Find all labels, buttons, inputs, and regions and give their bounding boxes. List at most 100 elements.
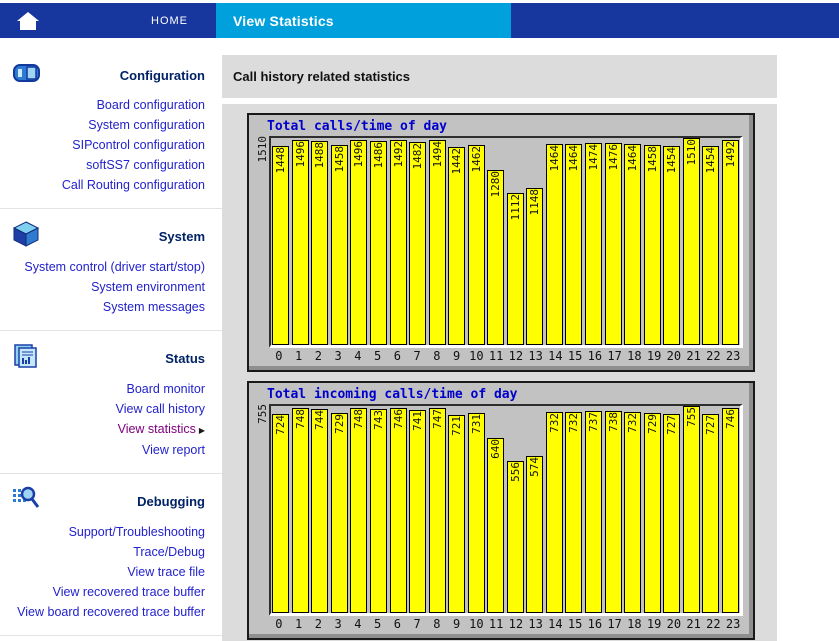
bar-value-label: 640 xyxy=(489,439,503,459)
sidebar-divider xyxy=(0,635,222,636)
sidebar-item-trace-debug[interactable]: Trace/Debug xyxy=(133,545,205,559)
y-axis-max-label: 755 xyxy=(255,404,269,424)
x-tick-label: 22 xyxy=(706,617,721,631)
sidebar-item-system-environment[interactable]: System environment xyxy=(91,280,205,294)
sidebar-links: Support/Troubleshooting Trace/Debug View t… xyxy=(12,522,205,622)
charts-area: Total calls/time of day 1510 1448 1496 1488 1… xyxy=(222,104,777,641)
tab-view-statistics[interactable]: View Statistics xyxy=(216,3,511,38)
bar-value-label: 1464 xyxy=(567,145,581,172)
bar-value-label: 744 xyxy=(313,410,327,430)
list-item: Support/Troubleshooting xyxy=(12,522,205,542)
bar-slot: 1462 xyxy=(466,138,486,345)
home-tab-label[interactable]: HOME xyxy=(151,14,188,27)
sidebar-item-view-statistics[interactable]: View statistics xyxy=(117,422,196,436)
x-tick-label: 13 xyxy=(528,617,543,631)
sidebar-item-support-troubleshooting[interactable]: Support/Troubleshooting xyxy=(68,525,205,539)
bar-slot: 1112 xyxy=(506,138,526,345)
sidebar-item-view-call-history[interactable]: View call history xyxy=(115,402,205,416)
sidebar-item-view-board-recovered-trace-buffer[interactable]: View board recovered trace buffer xyxy=(17,605,205,619)
sidebar-item-softss7-configuration[interactable]: softSS7 configuration xyxy=(86,158,205,172)
list-item: System control (driver start/stop) xyxy=(12,257,205,277)
bar-slot: 1510 xyxy=(681,138,701,345)
bar-slot: 1496 xyxy=(291,138,311,345)
bar-value-label: 727 xyxy=(665,415,679,435)
x-tick-label: 19 xyxy=(646,349,662,363)
plot-wrap: 755 724 748 744 729 748 743 746 741 747 721 731 640 5… xyxy=(255,404,743,616)
x-tick-label: 9 xyxy=(453,349,461,363)
bar-value-label: 1462 xyxy=(469,146,483,173)
bar-value-label: 1280 xyxy=(489,171,503,198)
sidebar-section-system: System System control (driver start/stop)… xyxy=(0,215,222,323)
bar-value-label: 1148 xyxy=(528,189,542,216)
bar-slot: 1454 xyxy=(662,138,682,345)
list-item: Board configuration xyxy=(12,95,205,115)
page-title: Call history related statistics xyxy=(233,69,411,84)
bar-slot: 743 xyxy=(369,406,389,613)
x-tick-label: 8 xyxy=(433,617,441,631)
bar-value-label: 738 xyxy=(606,412,620,432)
cube-icon xyxy=(12,221,40,252)
x-tick-label: 10 xyxy=(469,617,484,631)
x-axis: 0 1 2 3 4 5 6 7 8 9 10 11 12 13 14 15 16 17 18 19 20 21 22 23 xyxy=(269,616,743,632)
bar-slot: 746 xyxy=(721,406,741,613)
x-tick-label: 6 xyxy=(393,349,401,363)
sidebar-item-sipcontrol-configuration[interactable]: SIPcontrol configuration xyxy=(72,138,205,152)
x-tick-label: 19 xyxy=(646,617,662,631)
bar-value-label: 1454 xyxy=(704,147,718,174)
bar-value-label: 721 xyxy=(450,416,464,436)
bar-value-label: 1510 xyxy=(684,139,698,166)
x-tick-label: 16 xyxy=(587,349,603,363)
bar-hour-1: 1496 xyxy=(291,140,309,345)
bar-value-label: 1492 xyxy=(723,141,737,168)
x-tick-label: 6 xyxy=(393,617,401,631)
bar-value-label: 729 xyxy=(645,414,659,434)
bar-value-label: 731 xyxy=(469,414,483,434)
x-tick-label: 21 xyxy=(686,617,701,631)
sidebar-item-board-configuration[interactable]: Board configuration xyxy=(96,98,205,112)
sidebar-item-system-control-driver-start-stop[interactable]: System control (driver start/stop) xyxy=(24,260,205,274)
bar-slot: 729 xyxy=(330,406,350,613)
bar-hour-19: 729 xyxy=(643,413,661,613)
list-item: View recovered trace buffer xyxy=(12,582,205,602)
bar-value-label: 741 xyxy=(411,411,425,431)
sidebar-item-system-configuration[interactable]: System configuration xyxy=(88,118,205,132)
bar-slot: 640 xyxy=(486,406,506,613)
nav-home-section[interactable]: HOME xyxy=(0,3,216,38)
x-tick-label: 22 xyxy=(706,349,721,363)
bar-slot: 574 xyxy=(525,406,545,613)
home-icon[interactable] xyxy=(16,11,40,31)
x-tick-label: 1 xyxy=(295,617,303,631)
x-tick-label: 21 xyxy=(686,349,701,363)
bar-value-label: 1496 xyxy=(352,141,366,168)
bar-hour-5: 743 xyxy=(370,409,387,613)
bar-slot: 732 xyxy=(623,406,643,613)
bar-slot: 1454 xyxy=(701,138,721,345)
sidebar-item-view-report[interactable]: View report xyxy=(142,443,205,457)
sidebar-section-header: System xyxy=(12,221,205,252)
plot-area: 1448 1496 1488 1458 1496 1486 1492 1482 1494 1442… xyxy=(269,136,743,348)
sidebar-item-system-messages[interactable]: System messages xyxy=(102,300,205,314)
sidebar-item-board-monitor[interactable]: Board monitor xyxy=(126,382,205,396)
bar-value-label: 746 xyxy=(723,409,737,429)
bar-hour-19: 1458 xyxy=(643,145,661,345)
bar-hour-4: 1496 xyxy=(350,140,368,345)
x-tick-label: 14 xyxy=(548,349,563,363)
bar-value-label: 1492 xyxy=(391,141,405,168)
bar-hour-16: 737 xyxy=(585,411,603,613)
x-tick-label: 20 xyxy=(666,349,682,363)
sidebar-section-header: Configuration xyxy=(12,60,205,90)
nav-fill xyxy=(511,3,839,38)
bar-hour-7: 741 xyxy=(409,410,427,613)
sidebar-item-view-recovered-trace-buffer[interactable]: View recovered trace buffer xyxy=(52,585,205,599)
bar-hour-23: 746 xyxy=(721,408,739,613)
x-tick-label: 11 xyxy=(488,349,504,363)
bar-hour-22: 1454 xyxy=(702,146,720,345)
bar-value-label: 732 xyxy=(567,413,581,433)
sidebar-item-view-trace-file[interactable]: View trace file xyxy=(127,565,205,579)
bar-value-label: 724 xyxy=(274,415,288,435)
bar-value-label: 574 xyxy=(528,457,542,477)
bar-value-label: 746 xyxy=(391,409,405,429)
sidebar-item-call-routing-configuration[interactable]: Call Routing configuration xyxy=(61,178,205,192)
bar-slot: 1148 xyxy=(525,138,545,345)
bar-value-label: 743 xyxy=(372,410,385,430)
